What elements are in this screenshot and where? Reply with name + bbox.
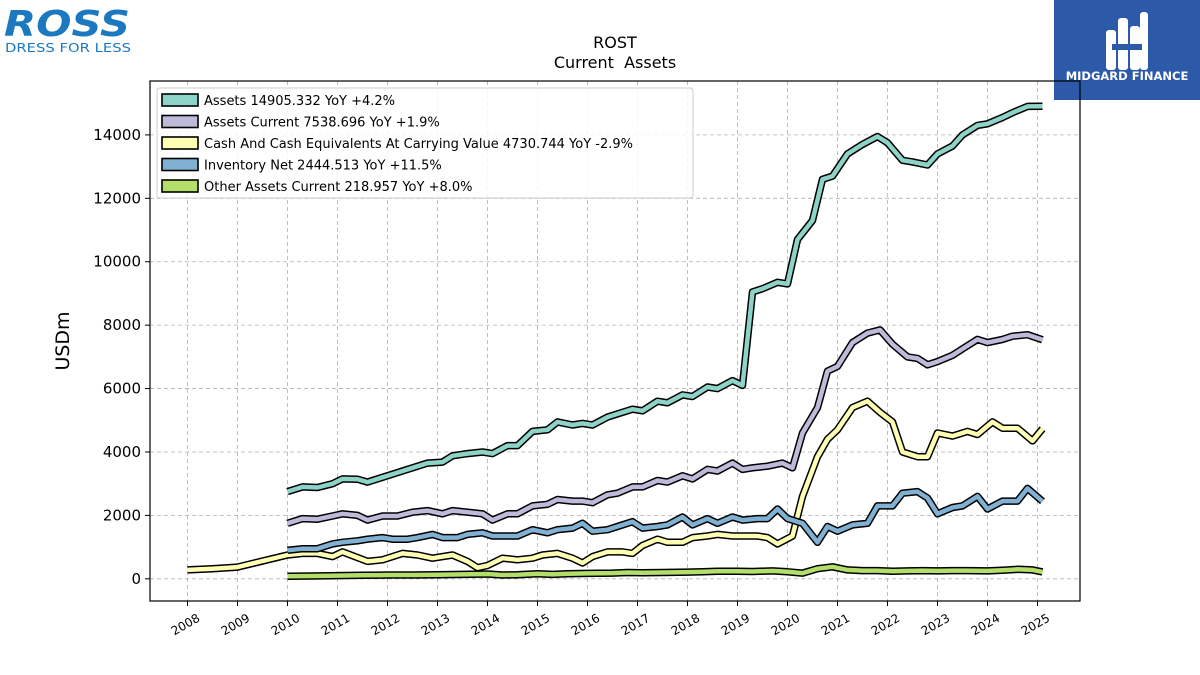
series-4 (287, 563, 1044, 581)
x-tick-label: 2019 (719, 611, 752, 638)
legend-entry: Inventory Net 2444.513 YoY +11.5% (204, 159, 442, 174)
series-line (286, 103, 1043, 494)
y-tick-label: 6000 (103, 380, 141, 398)
midgard-emblem-icon (1106, 12, 1148, 70)
x-tick-label: 2017 (619, 611, 652, 638)
series-line-outline (286, 326, 1044, 527)
x-tick-label: 2008 (169, 611, 202, 638)
plot-frame (149, 80, 1081, 602)
x-tick-label: 2024 (969, 611, 1002, 638)
x-tick-label: 2021 (819, 611, 852, 638)
legend-entry: Assets 14905.332 YoY +4.2% (204, 94, 395, 109)
x-tick-label: 2020 (769, 611, 802, 638)
ross-logo-tagline: DRESS FOR LESS (5, 41, 131, 55)
x-tick-label: 2010 (269, 611, 302, 638)
series-line (287, 486, 1044, 553)
x-tick-label: 2009 (219, 611, 252, 638)
axis-ticks: 2008 2009 2010 2011 2012 2013 2014 2015 2016 2017… (93, 126, 1052, 638)
series-line (187, 398, 1045, 573)
series-0 (286, 102, 1043, 496)
midgard-logo-text: MIDGARD FINANCE (1066, 69, 1189, 83)
y-tick-label: 8000 (103, 316, 141, 334)
x-tick-label: 2014 (469, 611, 502, 638)
chart-subtitle: Current Assets (554, 53, 676, 72)
y-tick-label: 14000 (93, 126, 141, 144)
legend-entry: Assets Current 7538.696 YoY +1.9% (204, 116, 440, 131)
x-tick-label: 2025 (1019, 611, 1052, 638)
y-tick-label: 12000 (93, 189, 141, 207)
legend-box (156, 87, 694, 199)
legend: Assets 14905.332 YoY +4.2% Assets Current… (156, 87, 694, 199)
series-line (286, 327, 1044, 526)
x-tick-label: 2015 (519, 611, 552, 638)
y-axis-label: USDm (52, 311, 74, 370)
midgard-finance-logo: MIDGARD FINANCE (1054, 0, 1200, 100)
legend-entry: Cash And Cash Equivalents At Carrying Va… (204, 137, 633, 152)
y-tick-label: 4000 (103, 443, 141, 461)
x-tick-label: 2016 (569, 611, 602, 638)
y-tick-label: 2000 (103, 506, 141, 524)
legend-entry: Other Assets Current 218.957 YoY +8.0% (204, 180, 473, 195)
legend-swatch (161, 136, 199, 150)
x-tick-label: 2023 (919, 611, 952, 638)
ross-logo-brand: ROSS (4, 4, 130, 45)
series-line (287, 564, 1043, 579)
legend-swatch (161, 93, 199, 107)
y-tick-label: 10000 (93, 253, 141, 271)
ross-logo: ROSS DRESS FOR LESS (4, 4, 144, 56)
series-lines (187, 102, 1046, 581)
series-2 (187, 397, 1046, 574)
series-1 (286, 326, 1044, 527)
x-tick-label: 2022 (869, 611, 902, 638)
legend-swatch (161, 114, 199, 129)
y-tick-label: 0 (131, 570, 141, 588)
x-tick-label: 2018 (669, 611, 702, 638)
legend-swatch (161, 157, 199, 172)
chart-title: ROST (593, 33, 637, 52)
x-tick-label: 2013 (419, 611, 452, 638)
legend-swatch (161, 179, 199, 193)
series-3 (287, 484, 1045, 555)
x-tick-label: 2011 (319, 611, 352, 638)
x-tick-label: 2012 (369, 611, 402, 638)
